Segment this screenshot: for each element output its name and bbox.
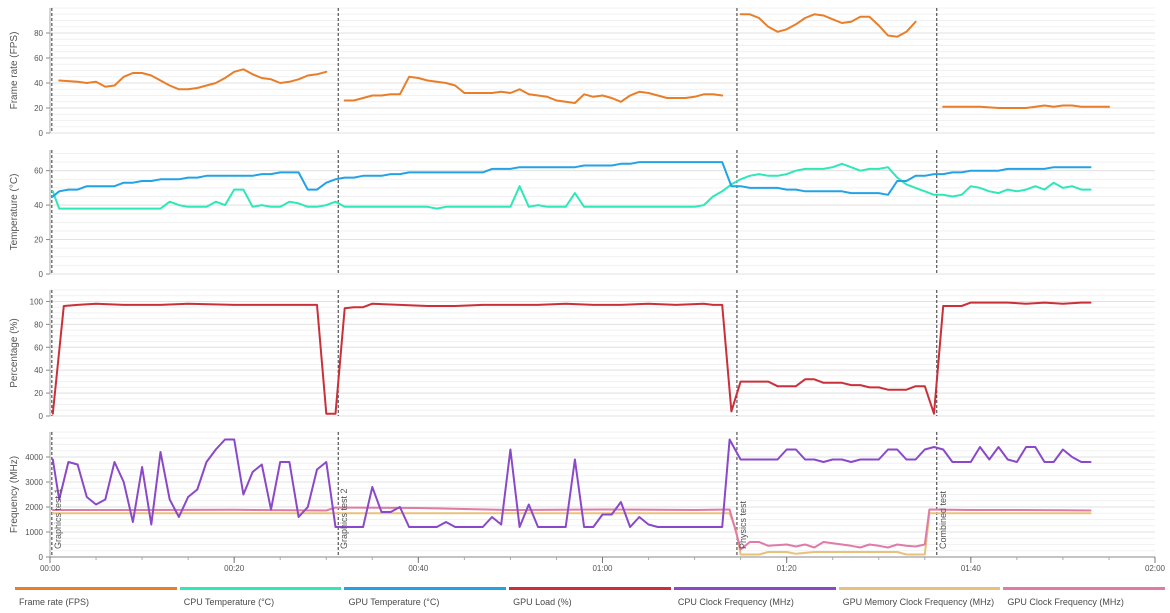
series-line <box>58 68 328 91</box>
legend-item[interactable]: Frame rate (FPS) <box>15 585 177 613</box>
section-label: Physics test <box>738 500 748 549</box>
panel-2: 0 20 40 60 Temperature (°C) <box>9 150 1155 279</box>
legend-swatch <box>1003 587 1166 590</box>
section-label: Combined test <box>938 490 948 549</box>
series-line <box>51 301 1092 415</box>
y-axis-label: Frequency (MHz) <box>9 456 20 533</box>
legend-label: GPU Clock Frequency (MHz) <box>1007 597 1124 607</box>
x-tick-label: 00:00 <box>40 564 61 573</box>
chart-svg: 0 20 40 60 80 Frame rate (FPS) 0 20 40 60 Temperat… <box>9 7 1166 573</box>
series-line <box>51 161 1092 198</box>
legend-swatch <box>673 587 836 590</box>
x-tick-label: 00:40 <box>408 564 429 573</box>
x-tick-label: 01:00 <box>592 564 613 573</box>
legend-swatch <box>179 587 342 590</box>
legend-item[interactable]: GPU Memory Clock Frequency (MHz) <box>838 585 1001 613</box>
y-tick-label: 40 <box>34 79 43 88</box>
legend-label: GPU Temperature (°C) <box>348 597 440 607</box>
legend-label: GPU Load (%) <box>513 597 572 607</box>
x-tick-label: 01:40 <box>961 564 982 573</box>
y-tick-label: 60 <box>34 54 43 63</box>
y-tick-label: 60 <box>34 167 43 176</box>
legend-swatch <box>509 587 671 590</box>
legend-swatch <box>838 587 1001 590</box>
panel-4: 0 1000 2000 3000 4000 Frequency (MHz) Graphics… <box>9 431 1155 562</box>
legend-label: CPU Temperature (°C) <box>183 597 275 607</box>
y-tick-label: 0 <box>39 270 44 279</box>
x-axis: 00:00 00:20 00:40 01:00 01:20 01:40 02:00 <box>40 556 1166 573</box>
x-tick-label: 01:20 <box>777 564 798 573</box>
y-tick-label: 4000 <box>25 453 43 462</box>
y-tick-label: 20 <box>34 236 43 245</box>
series-line <box>739 13 917 38</box>
series-line <box>942 104 1110 109</box>
y-axis-label: Temperature (°C) <box>9 174 20 251</box>
y-tick-label: 3000 <box>25 478 43 487</box>
legend-item[interactable]: CPU Clock Frequency (MHz) <box>673 585 836 613</box>
panel-1: 0 20 40 60 80 Frame rate (FPS) <box>9 7 1155 138</box>
y-axis-label: Percentage (%) <box>9 318 20 387</box>
y-tick-label: 40 <box>34 201 43 210</box>
legend-label: Frame rate (FPS) <box>19 597 90 607</box>
y-tick-label: 80 <box>34 29 43 38</box>
y-tick-label: 20 <box>34 104 43 113</box>
legend-item[interactable]: GPU Clock Frequency (MHz) <box>1003 585 1166 613</box>
series-line <box>51 506 1092 551</box>
y-tick-label: 2000 <box>25 503 43 512</box>
legend-swatch <box>15 587 177 590</box>
x-tick-label: 02:00 <box>1145 564 1166 573</box>
y-tick-label: 0 <box>39 412 44 421</box>
y-tick-label: 80 <box>34 320 43 329</box>
y-tick-label: 0 <box>39 553 44 562</box>
y-tick-label: 60 <box>34 343 43 352</box>
y-axis-label: Frame rate (FPS) <box>9 32 20 110</box>
legend-item[interactable]: CPU Temperature (°C) <box>179 585 342 613</box>
section-label: Graphics test 2 <box>339 488 349 549</box>
legend-label: CPU Clock Frequency (MHz) <box>677 597 794 607</box>
legend-item[interactable]: GPU Load (%) <box>509 585 671 613</box>
legend-item[interactable]: GPU Temperature (°C) <box>344 585 507 613</box>
series-line <box>51 438 1092 528</box>
section-label: Graphics test 1 <box>53 488 63 549</box>
y-tick-label: 40 <box>34 366 43 375</box>
y-tick-label: 20 <box>34 389 43 398</box>
legend-swatch <box>344 587 507 590</box>
legend-label: GPU Memory Clock Frequency (MHz) <box>842 597 995 607</box>
series-line <box>343 75 724 104</box>
y-tick-label: 100 <box>30 297 44 306</box>
x-tick-label: 00:20 <box>224 564 245 573</box>
series-line <box>51 512 1092 556</box>
legend: Frame rate (FPS) CPU Temperature (°C) GPU … <box>15 585 1166 613</box>
series-line <box>51 162 1092 210</box>
y-tick-label: 0 <box>39 129 44 138</box>
panel-3: 0 20 40 60 80 100 Percentage (%) <box>9 289 1155 421</box>
y-tick-label: 1000 <box>25 528 43 537</box>
